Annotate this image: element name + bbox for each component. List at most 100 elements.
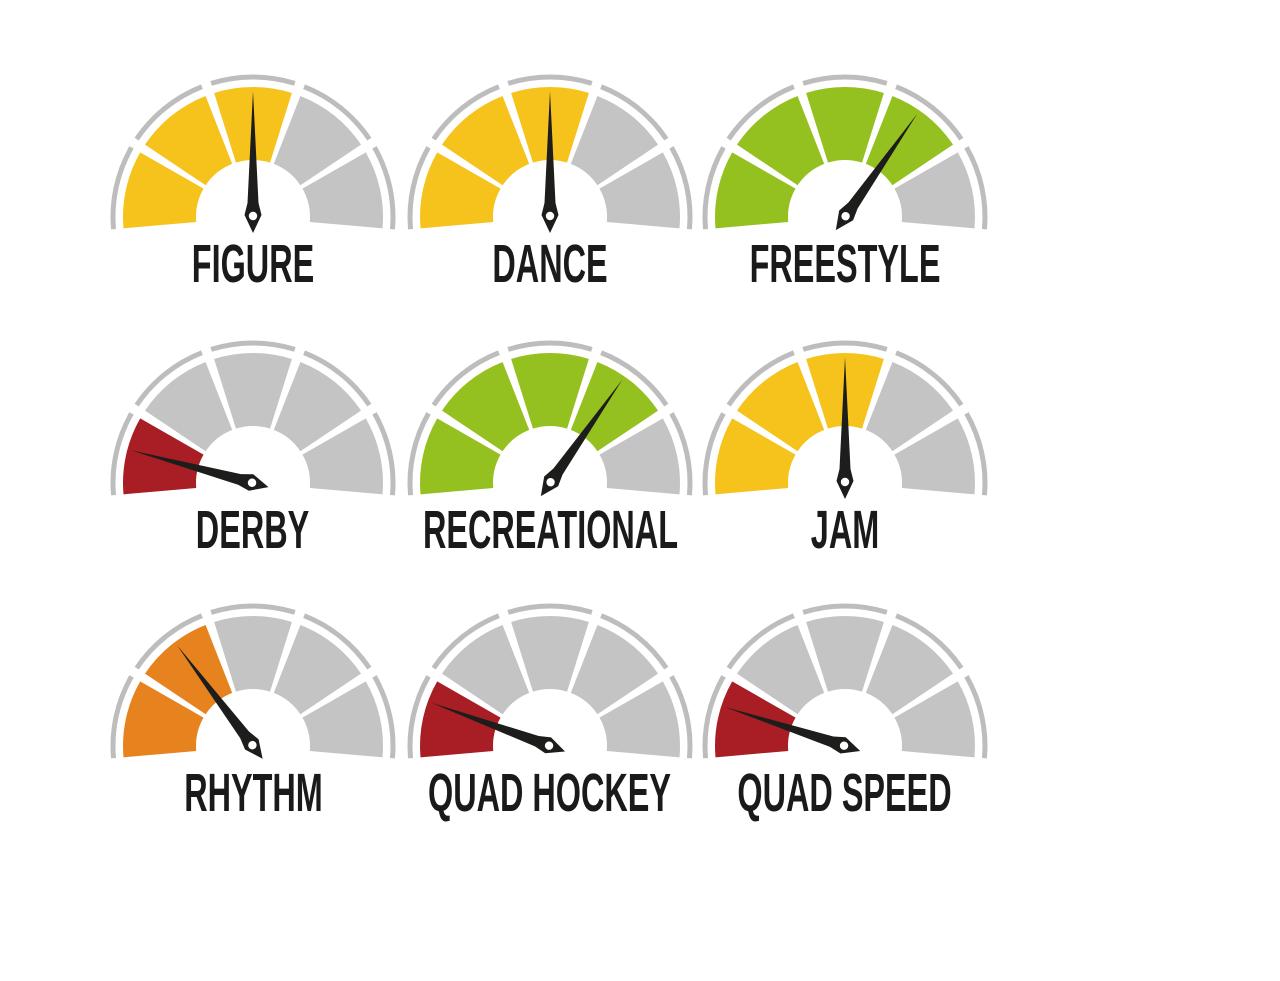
gauge-segment-5	[302, 152, 384, 229]
gauge-rim-segment	[431, 613, 500, 670]
needle-pointer-icon	[431, 702, 566, 754]
gauge-derby: DERBY	[103, 333, 403, 557]
needle-hub-hole	[248, 741, 257, 750]
gauge-segment-5	[894, 418, 976, 495]
gauge-segment-3	[806, 615, 884, 692]
gauge-segment-3	[511, 352, 589, 429]
gauge-jam: JAM	[695, 333, 995, 557]
gauge-rim-segment	[303, 613, 372, 670]
gauge-rim-segment	[669, 675, 693, 759]
needle-pointer-icon	[131, 450, 269, 491]
gauge-dial-dance	[407, 74, 693, 233]
gauge-segment-5	[599, 681, 681, 758]
gauge-freestyle: FREESTYLE	[695, 67, 995, 291]
gauge-needle	[431, 702, 566, 754]
gauge-segment-3	[806, 86, 884, 163]
needle-pointer-icon	[244, 91, 262, 233]
gauge-segment-1	[122, 418, 204, 495]
gauge-segment-1	[714, 681, 796, 758]
needle-hub-hole	[545, 211, 555, 221]
gauge-segment-3	[214, 352, 292, 429]
gauge-rim-segment	[507, 603, 593, 615]
gauge-rim-segment	[726, 350, 795, 407]
needle-pointer-icon	[541, 91, 559, 233]
gauge-rim-segment	[600, 350, 669, 407]
gauge-segment-2	[144, 95, 233, 186]
gauge-rim-segment	[407, 412, 431, 496]
gauge-rim-segment	[964, 675, 988, 759]
gauge-recreational: RECREATIONAL	[400, 333, 700, 557]
needle-hub-hole	[247, 478, 257, 487]
gauge-needle	[131, 450, 269, 491]
gauge-rim-segment	[702, 412, 726, 496]
gauge-rim-segment	[507, 340, 593, 352]
gauge-segment-4	[570, 95, 659, 186]
gauge-dial-derby	[110, 340, 396, 496]
gauge-quad-hockey: QUAD HOCKEY	[400, 596, 700, 820]
gauge-segment-4	[865, 361, 954, 452]
gauge-segment-2	[736, 361, 825, 452]
gauge-segment-5	[894, 681, 976, 758]
needle-pointer-icon	[835, 113, 918, 231]
gauge-segment-2	[441, 95, 530, 186]
gauge-segment-5	[302, 418, 384, 495]
gauge-segment-5	[302, 681, 384, 758]
gauge-rim-segment	[964, 146, 988, 230]
gauge-label: FREESTYLE	[749, 234, 941, 294]
gauge-label: RECREATIONAL	[422, 500, 678, 560]
gauge-rim-segment	[110, 675, 134, 759]
gauge-needle	[244, 91, 262, 233]
gauge-dance: DANCE	[400, 67, 700, 291]
needle-hub-hole	[841, 211, 850, 221]
gauge-rhythm: RHYTHM	[103, 596, 403, 820]
gauge-segment-4	[273, 361, 362, 452]
gauge-rim-segment	[303, 350, 372, 407]
gauge-rim-segment	[210, 340, 296, 352]
needle-hub-hole	[840, 477, 850, 487]
gauge-segment-1	[419, 681, 501, 758]
gauge-rim-segment	[407, 675, 431, 759]
gauge-needle	[540, 379, 623, 497]
gauge-rim-segment	[507, 74, 593, 86]
gauge-needle	[836, 357, 854, 499]
gauge-label: JAM	[810, 500, 880, 560]
gauge-dial-quad-speed	[702, 603, 988, 759]
gauge-segment-5	[894, 152, 976, 229]
gauge-segment-4	[865, 95, 954, 186]
gauge-rim-segment	[210, 603, 296, 615]
gauge-segment-2	[736, 624, 825, 715]
gauge-dial-jam	[702, 340, 988, 499]
gauge-rim-segment	[669, 146, 693, 230]
gauge-segment-1	[714, 418, 796, 495]
needle-pointer-icon	[177, 645, 263, 759]
gauge-rim-segment	[802, 74, 888, 86]
gauge-segment-2	[441, 624, 530, 715]
gauge-segment-4	[570, 624, 659, 715]
needle-hub-hole	[544, 741, 554, 750]
gauge-rim-segment	[372, 675, 396, 759]
needle-pointer-icon	[540, 379, 623, 497]
gauge-segment-4	[273, 624, 362, 715]
gauge-segment-1	[419, 418, 501, 495]
needle-pointer-icon	[725, 707, 861, 754]
gauge-label: QUAD HOCKEY	[428, 763, 672, 823]
gauge-rim-segment	[110, 412, 134, 496]
gauge-rim-segment	[303, 84, 372, 141]
gauge-dial-figure	[110, 74, 396, 233]
gauge-label: DANCE	[492, 234, 608, 294]
gauge-rim-segment	[431, 84, 500, 141]
gauge-rim-segment	[600, 613, 669, 670]
gauge-segment-1	[714, 152, 796, 229]
gauge-rim-segment	[407, 146, 431, 230]
gauge-rim-segment	[600, 84, 669, 141]
gauge-segment-1	[122, 681, 204, 758]
gauge-rim-segment	[431, 350, 500, 407]
gauge-needle	[541, 91, 559, 233]
gauge-figure: FIGURE	[103, 67, 403, 291]
gauge-rim-segment	[134, 350, 203, 407]
gauge-rim-segment	[895, 350, 964, 407]
gauge-rim-segment	[702, 675, 726, 759]
gauge-segment-5	[599, 418, 681, 495]
gauge-segment-1	[122, 152, 204, 229]
gauge-rim-segment	[726, 84, 795, 141]
